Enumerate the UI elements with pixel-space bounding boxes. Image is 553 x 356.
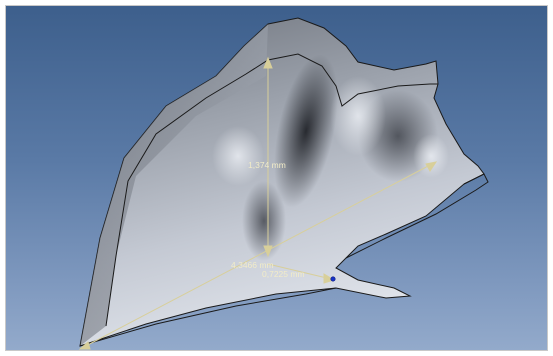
length-measure-label: 4,3466 mm xyxy=(231,260,274,270)
length-dimension-line[interactable] xyxy=(81,163,433,349)
measurement-endpoint-marker[interactable] xyxy=(330,276,336,282)
surface-shading xyxy=(80,24,449,346)
height-measure-label: 1,374 mm xyxy=(248,160,286,170)
model-right-edge xyxy=(345,173,489,259)
model-scene[interactable]: 1,374 mm 4,3466 mm 0,7225 mm xyxy=(6,6,548,351)
3d-viewport[interactable]: 1,374 mm 4,3466 mm 0,7225 mm xyxy=(5,5,548,351)
length-arrow-start xyxy=(78,341,91,350)
height-arrow-top xyxy=(263,56,273,69)
width-dimension-line[interactable] xyxy=(267,263,332,280)
model-inner-edge xyxy=(105,53,438,327)
width-measure-label: 0,7225 mm xyxy=(262,269,305,279)
length-arrow-end xyxy=(425,161,438,172)
model-front-edge xyxy=(79,287,337,347)
